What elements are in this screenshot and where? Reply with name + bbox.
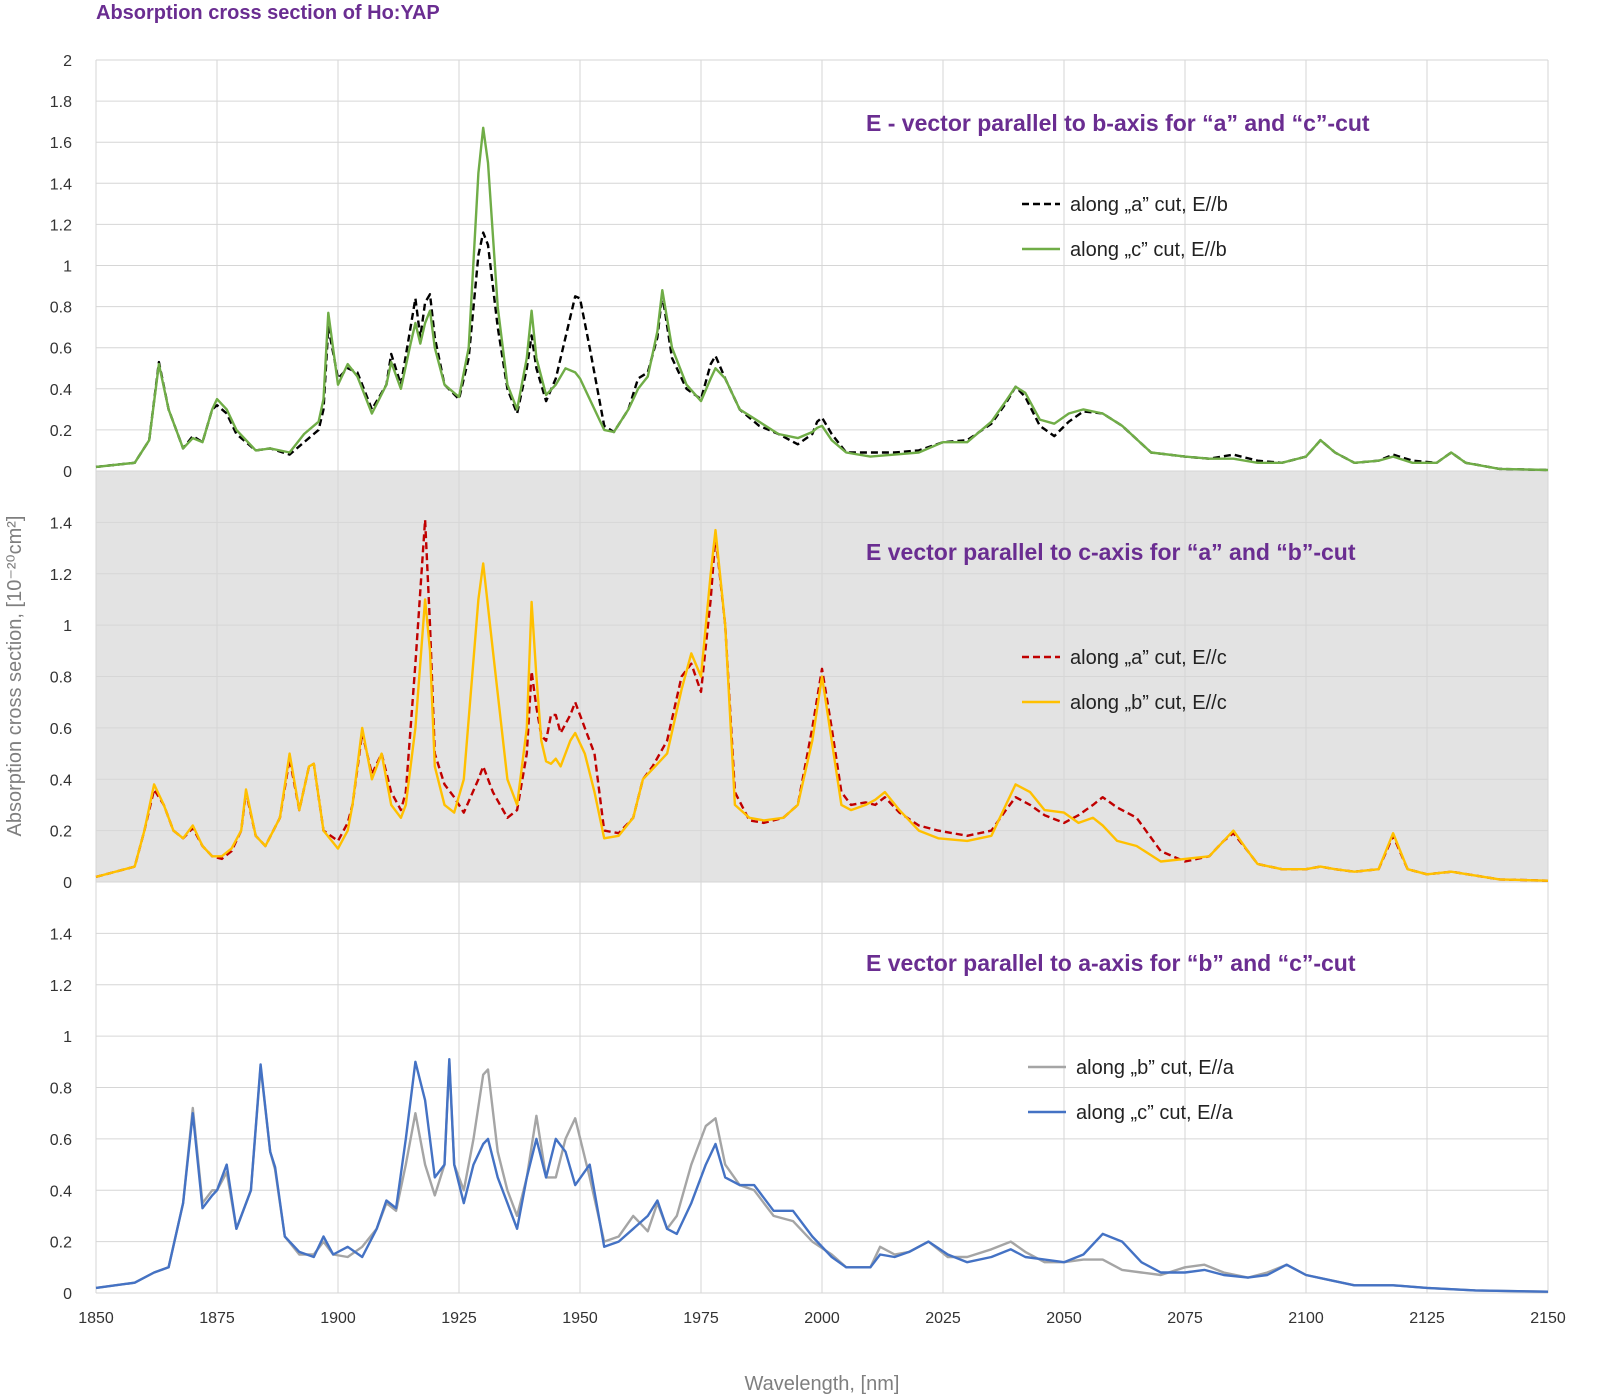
x-tick-label: 1950 xyxy=(562,1310,598,1327)
legend-label: along „b” cut, E//a xyxy=(1076,1057,1235,1079)
y-tick-label: 0.8 xyxy=(50,300,72,317)
y-tick-label: 0 xyxy=(63,1286,72,1303)
series-line xyxy=(95,126,1549,472)
series-line xyxy=(95,528,1549,882)
legend-label: along „a” cut, E//c xyxy=(1070,647,1227,669)
y-tick-label: 0.8 xyxy=(50,1081,72,1098)
x-tick-label: 1900 xyxy=(320,1310,356,1327)
y-tick-label: 1 xyxy=(63,259,72,276)
x-tick-label: 2150 xyxy=(1530,1310,1566,1327)
series-line xyxy=(95,1058,1549,1293)
y-tick-label: 1.4 xyxy=(50,176,72,193)
y-tick-label: 1.8 xyxy=(50,94,72,111)
legend-label: along „c” cut, E//b xyxy=(1070,239,1227,261)
tick-labels: 0 0.2 0.4 0.6 0.8 1 1.2 1.4 1.6 1.8 2 0 0.2 0.4 0.6 0.8… xyxy=(50,53,1566,1327)
panel-annotation: E vector parallel to a-axis for “b” and … xyxy=(866,950,1356,976)
x-axis-label: Wavelength, [nm] xyxy=(745,1373,900,1395)
y-tick-label: 0.4 xyxy=(50,1183,72,1200)
y-tick-label: 0.2 xyxy=(50,1235,72,1252)
panel-annotation: E vector parallel to c-axis for “a” and … xyxy=(866,539,1356,565)
legend-label: along „c” cut, E//a xyxy=(1076,1102,1234,1124)
y-tick-label: 0.2 xyxy=(50,824,72,841)
y-tick-label: 0.6 xyxy=(50,1132,72,1149)
y-tick-label: 1 xyxy=(63,618,72,635)
x-tick-label: 2075 xyxy=(1167,1310,1203,1327)
legend-label: along „a” cut, E//b xyxy=(1070,194,1228,216)
grid-lines xyxy=(95,59,1549,1294)
y-tick-label: 1.2 xyxy=(50,217,72,234)
y-tick-label: 0.4 xyxy=(50,772,72,789)
x-tick-label: 1975 xyxy=(683,1310,719,1327)
y-tick-label: 0.6 xyxy=(50,341,72,358)
y-tick-label: 1.2 xyxy=(50,567,72,584)
y-tick-label: 0.8 xyxy=(50,670,72,687)
y-tick-label: 1 xyxy=(63,1029,72,1046)
legend-label: along „b” cut, E//c xyxy=(1070,692,1227,714)
x-tick-label: 2050 xyxy=(1046,1310,1082,1327)
y-axis-label: Absorption cross section, [10⁻²⁰cm²] xyxy=(4,516,26,837)
panel-annotations: E - vector parallel to b-axis for “a” an… xyxy=(866,110,1370,976)
x-tick-label: 2025 xyxy=(925,1310,961,1327)
series-layer xyxy=(95,126,1549,1293)
y-tick-label: 1.6 xyxy=(50,135,72,152)
x-tick-label: 1875 xyxy=(199,1310,235,1327)
y-tick-label: 2 xyxy=(63,53,72,70)
y-tick-label: 0 xyxy=(63,464,72,481)
y-tick-label: 0.2 xyxy=(50,423,72,440)
x-tick-label: 1925 xyxy=(441,1310,477,1327)
x-tick-label: 1850 xyxy=(78,1310,114,1327)
y-tick-label: 1.2 xyxy=(50,978,72,995)
y-tick-label: 1.4 xyxy=(50,926,72,943)
x-tick-label: 2100 xyxy=(1288,1310,1324,1327)
y-tick-label: 0.6 xyxy=(50,721,72,738)
chart-title: Absorption cross section of Ho:YAP xyxy=(96,2,440,24)
y-tick-label: 1.4 xyxy=(50,515,72,532)
x-tick-label: 2000 xyxy=(804,1310,840,1327)
y-tick-label: 0.4 xyxy=(50,382,72,399)
x-tick-label: 2125 xyxy=(1409,1310,1445,1327)
panel-annotation: E - vector parallel to b-axis for “a” an… xyxy=(866,110,1370,136)
legends: along „a” cut, E//b along „c” cut, E//b al… xyxy=(1022,194,1235,1124)
y-tick-label: 0 xyxy=(63,875,72,892)
